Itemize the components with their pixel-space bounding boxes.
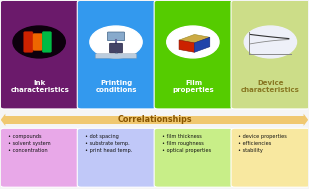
Text: Film
properties: Film properties [173,80,214,93]
Polygon shape [179,40,194,52]
Polygon shape [179,34,210,43]
FancyBboxPatch shape [154,0,233,109]
Text: • device properties
• efficiencies
• stability: • device properties • efficiencies • sta… [239,134,287,153]
FancyBboxPatch shape [0,0,79,109]
Circle shape [13,26,65,58]
Text: Correlationships: Correlationships [117,115,192,124]
FancyBboxPatch shape [231,128,309,187]
Text: • dot spacing
• substrate temp.
• print head temp.: • dot spacing • substrate temp. • print … [85,134,132,153]
Polygon shape [194,37,210,52]
FancyBboxPatch shape [24,32,33,52]
Circle shape [167,26,219,58]
Circle shape [244,26,297,58]
FancyBboxPatch shape [0,128,79,187]
FancyBboxPatch shape [33,33,42,50]
Text: • compounds
• solvent system
• concentration: • compounds • solvent system • concentra… [8,134,50,153]
FancyBboxPatch shape [77,128,156,187]
FancyBboxPatch shape [231,0,309,109]
Polygon shape [1,114,5,126]
Text: Device
characteristics: Device characteristics [241,80,300,93]
Circle shape [90,26,142,58]
FancyBboxPatch shape [77,0,156,109]
FancyBboxPatch shape [154,128,233,187]
FancyBboxPatch shape [5,115,303,124]
FancyBboxPatch shape [110,43,122,53]
Text: • film thickness
• film roughness
• optical properties: • film thickness • film roughness • opti… [162,134,211,153]
Text: Ink
characteristics: Ink characteristics [11,80,69,93]
Polygon shape [303,114,308,126]
Text: Printing
conditions: Printing conditions [96,80,138,93]
FancyBboxPatch shape [108,32,125,41]
FancyBboxPatch shape [95,54,137,58]
FancyBboxPatch shape [42,32,51,52]
